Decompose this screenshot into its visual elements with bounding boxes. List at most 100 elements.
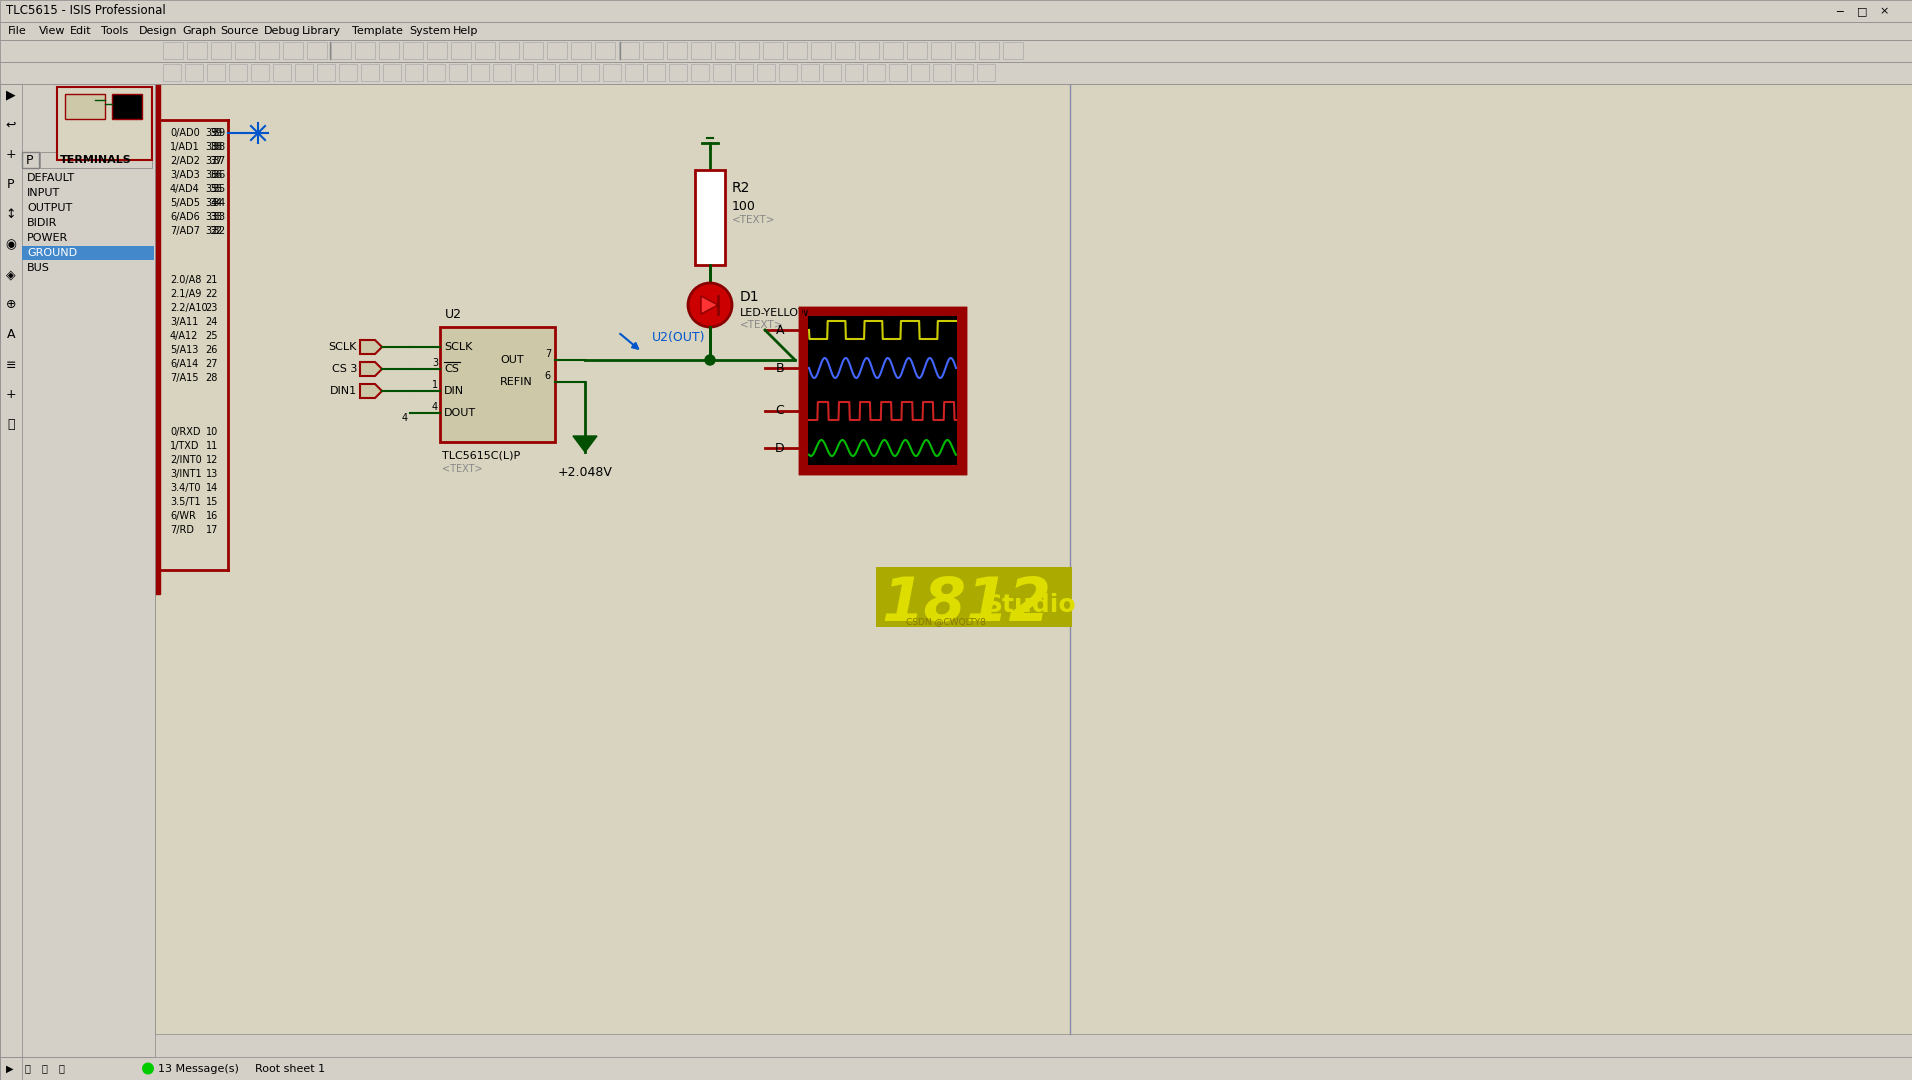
Text: 37: 37 — [212, 156, 226, 166]
Text: 24: 24 — [206, 318, 218, 327]
Text: 32: 32 — [212, 226, 226, 237]
Bar — [210, 42, 231, 59]
Bar — [931, 42, 950, 59]
Text: 32: 32 — [206, 226, 218, 237]
Bar — [0, 0, 1912, 22]
Text: ↕: ↕ — [6, 208, 15, 221]
Text: Studio: Studio — [985, 593, 1076, 617]
Text: 3/INT1: 3/INT1 — [170, 469, 201, 480]
Text: P: P — [8, 178, 15, 191]
Bar — [23, 246, 155, 260]
Text: CS 3: CS 3 — [331, 364, 358, 374]
Text: +2.048V: +2.048V — [558, 465, 612, 480]
Bar — [740, 42, 759, 59]
Text: ⬜: ⬜ — [8, 418, 15, 432]
Bar — [713, 64, 730, 81]
Bar — [715, 42, 734, 59]
Text: 36: 36 — [206, 170, 218, 180]
Text: 100: 100 — [732, 200, 755, 213]
Bar — [906, 42, 927, 59]
Text: GROUND: GROUND — [27, 248, 76, 258]
Bar — [317, 64, 335, 81]
Text: SCLK: SCLK — [329, 342, 358, 352]
Text: 2/AD2: 2/AD2 — [170, 156, 201, 166]
Text: 37: 37 — [206, 156, 218, 166]
Bar — [451, 42, 470, 59]
Text: D1: D1 — [740, 291, 759, 303]
Text: 4/AD4: 4/AD4 — [170, 184, 199, 194]
Text: <TEXT>: <TEXT> — [740, 320, 784, 330]
Bar — [258, 42, 279, 59]
Polygon shape — [702, 296, 719, 314]
Text: 33: 33 — [208, 212, 222, 222]
Text: Edit: Edit — [71, 26, 92, 36]
Bar — [524, 42, 543, 59]
Text: 1/TXD: 1/TXD — [170, 441, 199, 451]
Text: 5/A13: 5/A13 — [170, 345, 199, 355]
Text: 6/AD6: 6/AD6 — [170, 212, 199, 222]
Bar — [0, 84, 23, 1057]
Bar — [646, 64, 665, 81]
Text: <TEXT>: <TEXT> — [442, 464, 482, 474]
Bar — [558, 64, 577, 81]
Bar — [763, 42, 784, 59]
Bar — [229, 64, 247, 81]
Text: OUTPUT: OUTPUT — [27, 203, 73, 213]
Bar — [757, 64, 774, 81]
Bar — [933, 64, 950, 81]
Circle shape — [688, 283, 732, 327]
Text: 33: 33 — [212, 212, 226, 222]
Text: 0/AD0: 0/AD0 — [170, 129, 199, 138]
Bar — [426, 64, 445, 81]
Text: 14: 14 — [206, 483, 218, 492]
Bar — [185, 64, 203, 81]
Text: INPUT: INPUT — [27, 188, 61, 198]
Bar — [0, 40, 1912, 62]
Bar — [40, 152, 151, 168]
Text: 27: 27 — [205, 359, 218, 369]
Text: 5/AD5: 5/AD5 — [170, 198, 201, 208]
Text: ◈: ◈ — [6, 269, 15, 282]
Text: D: D — [774, 442, 784, 455]
Text: 25: 25 — [205, 330, 218, 341]
Text: 3/A11: 3/A11 — [170, 318, 199, 327]
Bar — [883, 42, 902, 59]
Bar — [694, 170, 725, 265]
Polygon shape — [359, 362, 382, 376]
Text: Library: Library — [302, 26, 340, 36]
Text: 39: 39 — [208, 129, 222, 138]
Text: 34: 34 — [212, 198, 226, 208]
Bar — [801, 64, 818, 81]
Text: 3.5/T1: 3.5/T1 — [170, 497, 201, 507]
Text: File: File — [8, 26, 27, 36]
Text: Debug: Debug — [264, 26, 300, 36]
Bar — [595, 42, 616, 59]
Text: 35: 35 — [206, 184, 218, 194]
Text: System: System — [409, 26, 451, 36]
Text: CSDN @CWQLTY8: CSDN @CWQLTY8 — [906, 618, 987, 626]
Text: 1: 1 — [432, 380, 438, 390]
Text: 10: 10 — [206, 427, 218, 437]
Bar — [65, 94, 105, 119]
Text: 0/RXD: 0/RXD — [170, 427, 201, 437]
Text: 32: 32 — [208, 226, 222, 237]
Text: Root sheet 1: Root sheet 1 — [254, 1064, 325, 1074]
Text: 4/A12: 4/A12 — [170, 330, 199, 341]
Text: 28: 28 — [206, 373, 218, 383]
Text: DOUT: DOUT — [444, 408, 476, 418]
Text: □: □ — [1857, 6, 1868, 16]
Bar — [250, 64, 270, 81]
Text: View: View — [38, 26, 65, 36]
Text: BIDIR: BIDIR — [27, 218, 57, 228]
Text: 2.0/A8: 2.0/A8 — [170, 275, 201, 285]
Bar — [954, 42, 975, 59]
Text: 17: 17 — [206, 525, 218, 535]
Text: 33: 33 — [206, 212, 218, 222]
Bar — [113, 94, 141, 119]
Text: A: A — [776, 324, 784, 337]
Bar — [799, 308, 966, 473]
Text: DEFAULT: DEFAULT — [27, 173, 75, 183]
Bar — [602, 64, 621, 81]
Text: 16: 16 — [206, 511, 218, 521]
Text: <TEXT>: <TEXT> — [732, 215, 776, 225]
